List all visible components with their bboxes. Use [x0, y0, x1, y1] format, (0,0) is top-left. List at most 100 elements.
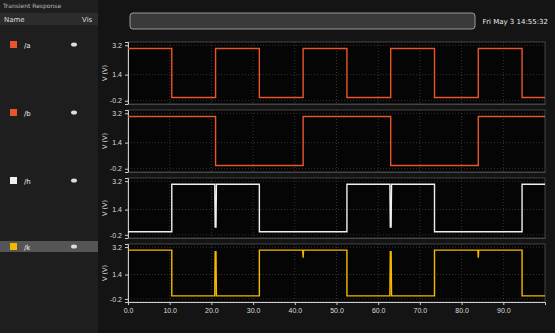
screen: Transient ResponseNameVisFri May 3 14:55… — [0, 0, 555, 333]
grid-line-x — [378, 244, 379, 302]
grid-line-y — [128, 74, 545, 75]
waveform — [128, 117, 545, 166]
tick-mark — [337, 302, 338, 305]
tick-mark — [420, 302, 421, 305]
background — [0, 0, 555, 333]
grid-line-y — [128, 181, 545, 182]
tick-mark — [125, 45, 128, 46]
tick: 3.2 — [112, 178, 128, 185]
tick-label: -0.2 — [110, 296, 122, 303]
tick: 40.0 — [288, 302, 302, 314]
tick-mark — [211, 302, 212, 305]
tick: 3.2 — [112, 42, 128, 49]
column-name: Name — [4, 16, 25, 24]
grid-line-x — [169, 110, 170, 172]
tick: 10.0 — [163, 302, 177, 314]
grid-line-y — [128, 247, 545, 248]
tick-mark — [125, 101, 128, 102]
grid-line-x — [294, 178, 295, 238]
grid-line-x — [169, 178, 170, 238]
tick-mark — [125, 181, 128, 182]
grid-line-x — [169, 244, 170, 302]
grid-line-y — [128, 168, 545, 169]
axis-line — [129, 238, 546, 239]
y-axis: -0.2 1.4 3.2 — [110, 244, 129, 303]
tick: -0.2 — [110, 97, 128, 104]
tick-label: 20.0 — [205, 307, 219, 314]
overview-bar — [130, 13, 475, 29]
tick: 1.4 — [112, 206, 128, 213]
tick: 60.0 — [372, 302, 386, 314]
tick: 50.0 — [330, 302, 344, 314]
tick-label: 60.0 — [372, 307, 386, 314]
tick-label: 10.0 — [163, 307, 177, 314]
tick-label: 0.0 — [124, 307, 134, 314]
plot-area — [128, 42, 545, 104]
tick-mark — [378, 302, 379, 305]
grid-line-x — [419, 110, 420, 172]
tick: 20.0 — [205, 302, 219, 314]
tick-label: 3.2 — [112, 42, 122, 49]
tick-label: 1.4 — [112, 271, 122, 278]
axis-line — [125, 111, 129, 173]
tick-label: 1.4 — [112, 206, 122, 213]
tick: 0.0 — [124, 302, 134, 314]
panel: -0.21.43.20.010.020.030.040.050.060.070.… — [101, 244, 546, 314]
tick: 1.4 — [112, 139, 128, 146]
waveform — [128, 49, 545, 98]
tick-mark — [125, 299, 128, 300]
marks — [128, 49, 545, 98]
grid-line-x — [419, 244, 420, 302]
axis-line — [129, 104, 546, 105]
grid-line-x — [503, 110, 504, 172]
tick-mark — [170, 302, 171, 305]
column-vis: Vis — [82, 16, 93, 24]
grid-line-x — [253, 110, 254, 172]
legend-label: /k — [24, 244, 31, 252]
grid-line-x — [461, 178, 462, 238]
tick-mark — [462, 302, 463, 305]
x-axis — [129, 104, 546, 105]
grid-line-x — [253, 42, 254, 104]
tick-mark — [253, 302, 254, 305]
waveform — [128, 250, 545, 296]
grid-line-x — [169, 42, 170, 104]
y-axis: -0.2 1.4 3.2 — [110, 110, 129, 172]
tick-label: -0.2 — [110, 232, 122, 239]
grid-line-y — [128, 298, 545, 299]
y-axis-title: V (V) — [101, 133, 109, 149]
marks — [128, 117, 545, 166]
tick: -0.2 — [110, 232, 128, 239]
grid-line-x — [461, 244, 462, 302]
grid-line-x — [503, 42, 504, 104]
tick-label: 1.4 — [112, 71, 122, 78]
tick: 3.2 — [112, 110, 128, 117]
grid-line-x — [503, 244, 504, 302]
legend-swatch — [10, 177, 17, 184]
grid-line-x — [211, 42, 212, 104]
legend-swatch — [10, 109, 17, 116]
tick-label: 90.0 — [497, 307, 511, 314]
grid-line-x — [211, 110, 212, 172]
tick-label: -0.2 — [110, 165, 122, 172]
tick-mark — [125, 247, 128, 248]
grid-line-y — [128, 234, 545, 235]
tick-label: 30.0 — [247, 307, 261, 314]
plot-area — [128, 244, 545, 302]
grid-line-x — [378, 110, 379, 172]
y-axis-title: V (V) — [101, 265, 109, 281]
tick-mark — [125, 169, 128, 170]
legend-label: /h — [24, 178, 31, 186]
grid-line-x — [294, 110, 295, 172]
tick-mark — [128, 302, 129, 305]
tick-mark — [295, 302, 296, 305]
marks — [128, 184, 545, 231]
tick-mark — [125, 275, 128, 276]
grid-line-x — [253, 244, 254, 302]
grid-line-y — [128, 142, 545, 143]
visibility-icon — [71, 43, 77, 47]
grid-line-x — [294, 42, 295, 104]
grid-line-x — [336, 110, 337, 172]
tick-label: 3.2 — [112, 244, 122, 251]
waveform — [128, 184, 545, 231]
